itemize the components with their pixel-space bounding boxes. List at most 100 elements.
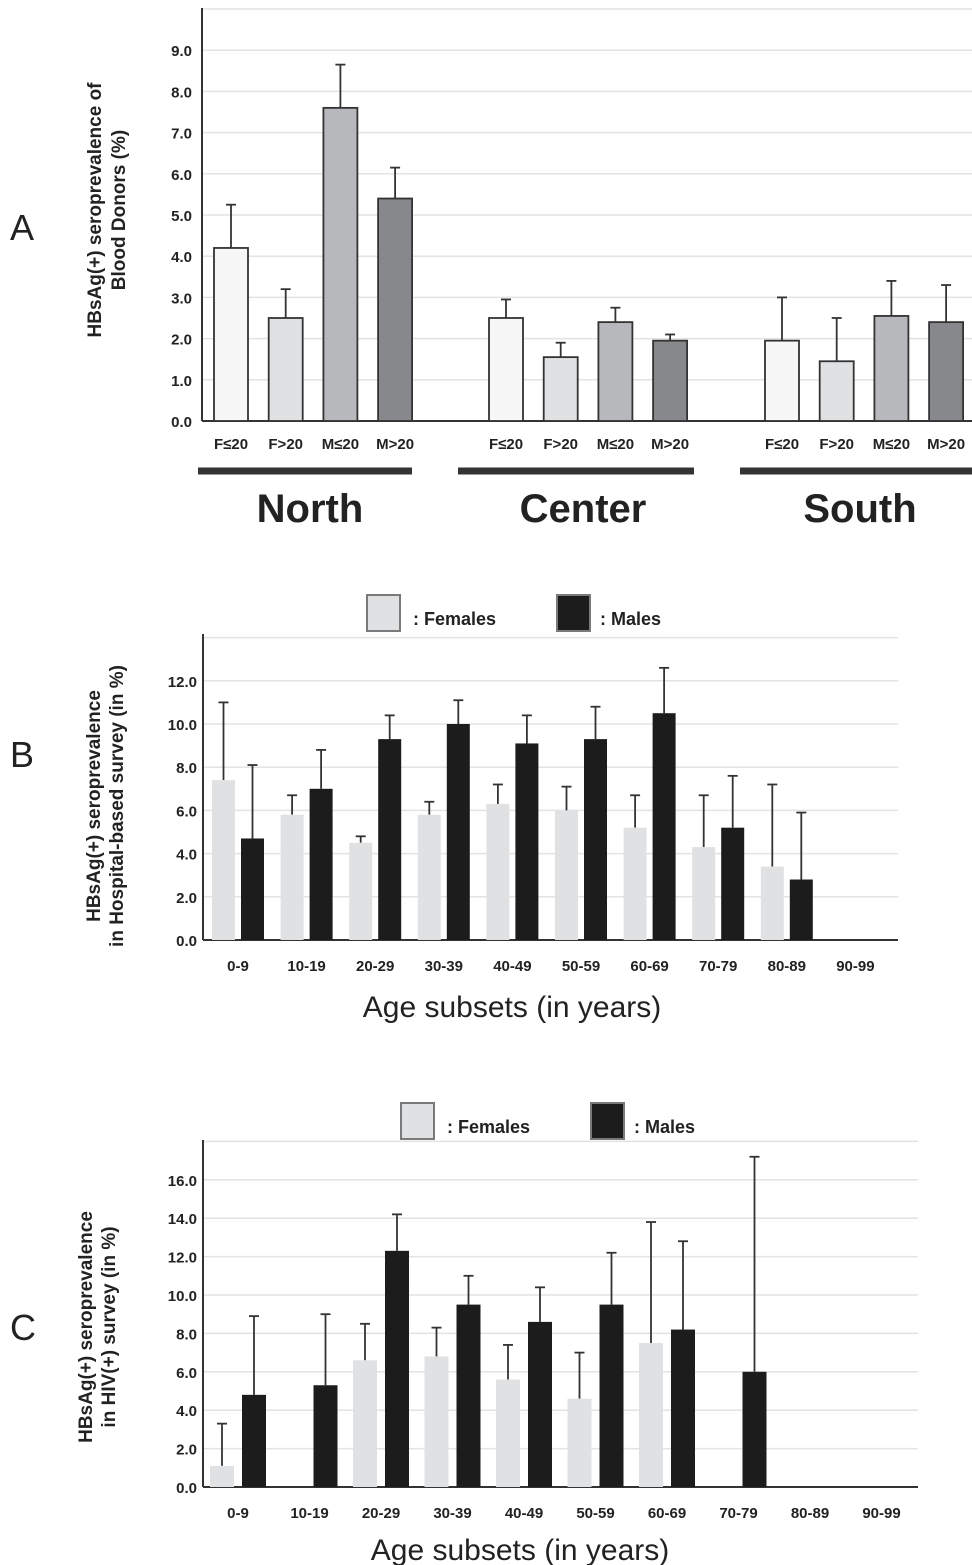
x-tick-label: 70-79	[699, 958, 737, 975]
bar-female	[623, 827, 647, 940]
x-tick-label-a: M≤20	[597, 436, 634, 453]
y-tick-label-a: 2.0	[171, 332, 192, 349]
bar	[818, 360, 855, 422]
bar-male	[241, 838, 264, 940]
bar	[322, 106, 359, 422]
x-tick-label: 10-19	[287, 958, 325, 975]
y-tick-label: 0.0	[176, 933, 197, 950]
y-tick-label-a: 1.0	[171, 373, 192, 390]
y-axis-label-line: Blood Donors (%)	[109, 130, 130, 290]
legend-swatch-females	[366, 594, 401, 632]
x-tick-label: 50-59	[562, 958, 600, 975]
bar	[267, 317, 304, 422]
x-tick-label-a: F>20	[819, 436, 854, 453]
y-tick-label-a: 4.0	[171, 249, 192, 266]
x-tick-label-a: M≤20	[322, 436, 359, 453]
legend-label-females: : Females	[447, 1117, 530, 1137]
x-tick-label-a: F>20	[268, 436, 303, 453]
x-tick-label-a: F≤20	[489, 436, 523, 453]
bar-female	[424, 1356, 449, 1487]
y-axis-label: HBsAg(+) seroprevalence in Hospital-based…	[84, 665, 128, 947]
y-tick-label-a: 0.0	[171, 414, 192, 431]
y-tick-label: 2.0	[176, 1442, 197, 1459]
bar-male	[385, 1250, 409, 1487]
bar	[377, 197, 414, 422]
bar-male	[742, 1371, 767, 1487]
bar-female	[353, 1360, 377, 1487]
bar-male	[721, 827, 745, 940]
y-axis-label-line: HBsAg(+) seroprevalence of	[85, 82, 106, 338]
y-tick-label: 6.0	[176, 1365, 197, 1382]
bar	[652, 339, 688, 422]
y-tick-label: 8.0	[176, 760, 197, 777]
bar-female	[486, 803, 510, 940]
bar-male	[584, 739, 607, 940]
bar	[764, 339, 800, 422]
panel-label-c: C	[10, 1307, 36, 1348]
x-tick-label: 80-89	[791, 1505, 829, 1522]
bar-male	[456, 1304, 481, 1487]
bar-female	[210, 1465, 234, 1487]
bar-female	[212, 780, 235, 940]
y-tick-label: 14.0	[168, 1211, 197, 1228]
bar-female	[639, 1343, 663, 1487]
x-tick-label: 90-99	[862, 1505, 900, 1522]
x-tick-label: 0-9	[227, 1505, 249, 1522]
bar	[542, 356, 579, 422]
y-tick-label: 10.0	[168, 717, 197, 734]
y-axis-label-line: in Hospital-based survey (in %)	[107, 665, 128, 947]
bar-male	[789, 879, 813, 940]
x-tick-label-a: F>20	[543, 436, 578, 453]
legend-swatch-females	[400, 1102, 435, 1140]
bar-male	[528, 1321, 552, 1487]
group-label: South	[803, 487, 916, 531]
bar	[488, 317, 524, 422]
bar-male	[671, 1329, 695, 1487]
x-tick-label: 70-79	[719, 1505, 757, 1522]
x-tick-label: 0-9	[227, 958, 249, 975]
x-tick-label: 50-59	[576, 1505, 614, 1522]
x-tick-label-a: M>20	[376, 436, 414, 453]
y-tick-label-a: 9.0	[171, 43, 192, 60]
bar-male	[242, 1394, 266, 1487]
bar-male	[599, 1304, 624, 1487]
legend-label-females: : Females	[413, 609, 496, 629]
x-tick-label: 30-39	[433, 1505, 471, 1522]
bar-male	[313, 1385, 338, 1487]
bar	[928, 321, 964, 422]
x-tick-label: 10-19	[290, 1505, 328, 1522]
y-tick-label: 12.0	[168, 674, 197, 691]
y-tick-label: 4.0	[176, 847, 197, 864]
bar-female	[417, 814, 441, 940]
panel-label-b: B	[10, 734, 34, 775]
x-tick-label: 20-29	[362, 1505, 400, 1522]
y-tick-label-a: 3.0	[171, 290, 192, 307]
legend-swatch-males	[590, 1102, 625, 1140]
y-axis-label: HBsAg(+) seroprevalence in HIV(+) survey …	[76, 1211, 120, 1443]
x-tick-label-a: F≤20	[214, 436, 248, 453]
x-tick-label-a: M>20	[651, 436, 689, 453]
bar-female	[555, 810, 578, 940]
x-tick-label: 90-99	[836, 958, 874, 975]
x-tick-label-a: M>20	[927, 436, 965, 453]
y-tick-label: 6.0	[176, 803, 197, 820]
x-tick-label-a: M≤20	[873, 436, 910, 453]
y-axis-label-line: HBsAg(+) seroprevalence	[76, 1211, 97, 1443]
bar-male	[309, 788, 333, 940]
bar-female	[280, 814, 304, 940]
y-tick-label-a: 8.0	[171, 84, 192, 101]
y-tick-label: 4.0	[176, 1403, 197, 1420]
x-tick-label: 40-49	[493, 958, 531, 975]
y-tick-label: 0.0	[176, 1480, 197, 1497]
bar	[213, 247, 249, 422]
panel-label-a: A	[10, 207, 34, 248]
bar-male	[378, 739, 402, 940]
x-axis-label: Age subsets (in years)	[371, 1534, 669, 1565]
y-tick-label: 10.0	[168, 1288, 197, 1305]
x-tick-label: 40-49	[505, 1505, 543, 1522]
group-label: Center	[520, 487, 647, 531]
y-tick-label-a: 5.0	[171, 208, 192, 225]
y-tick-label: 8.0	[176, 1326, 197, 1343]
chart-panel-c: 0.0 2.0 4.0 6.0 8.0 10.0 12.0 14.0 16.0 HBsAg(+) …	[76, 1102, 918, 1565]
